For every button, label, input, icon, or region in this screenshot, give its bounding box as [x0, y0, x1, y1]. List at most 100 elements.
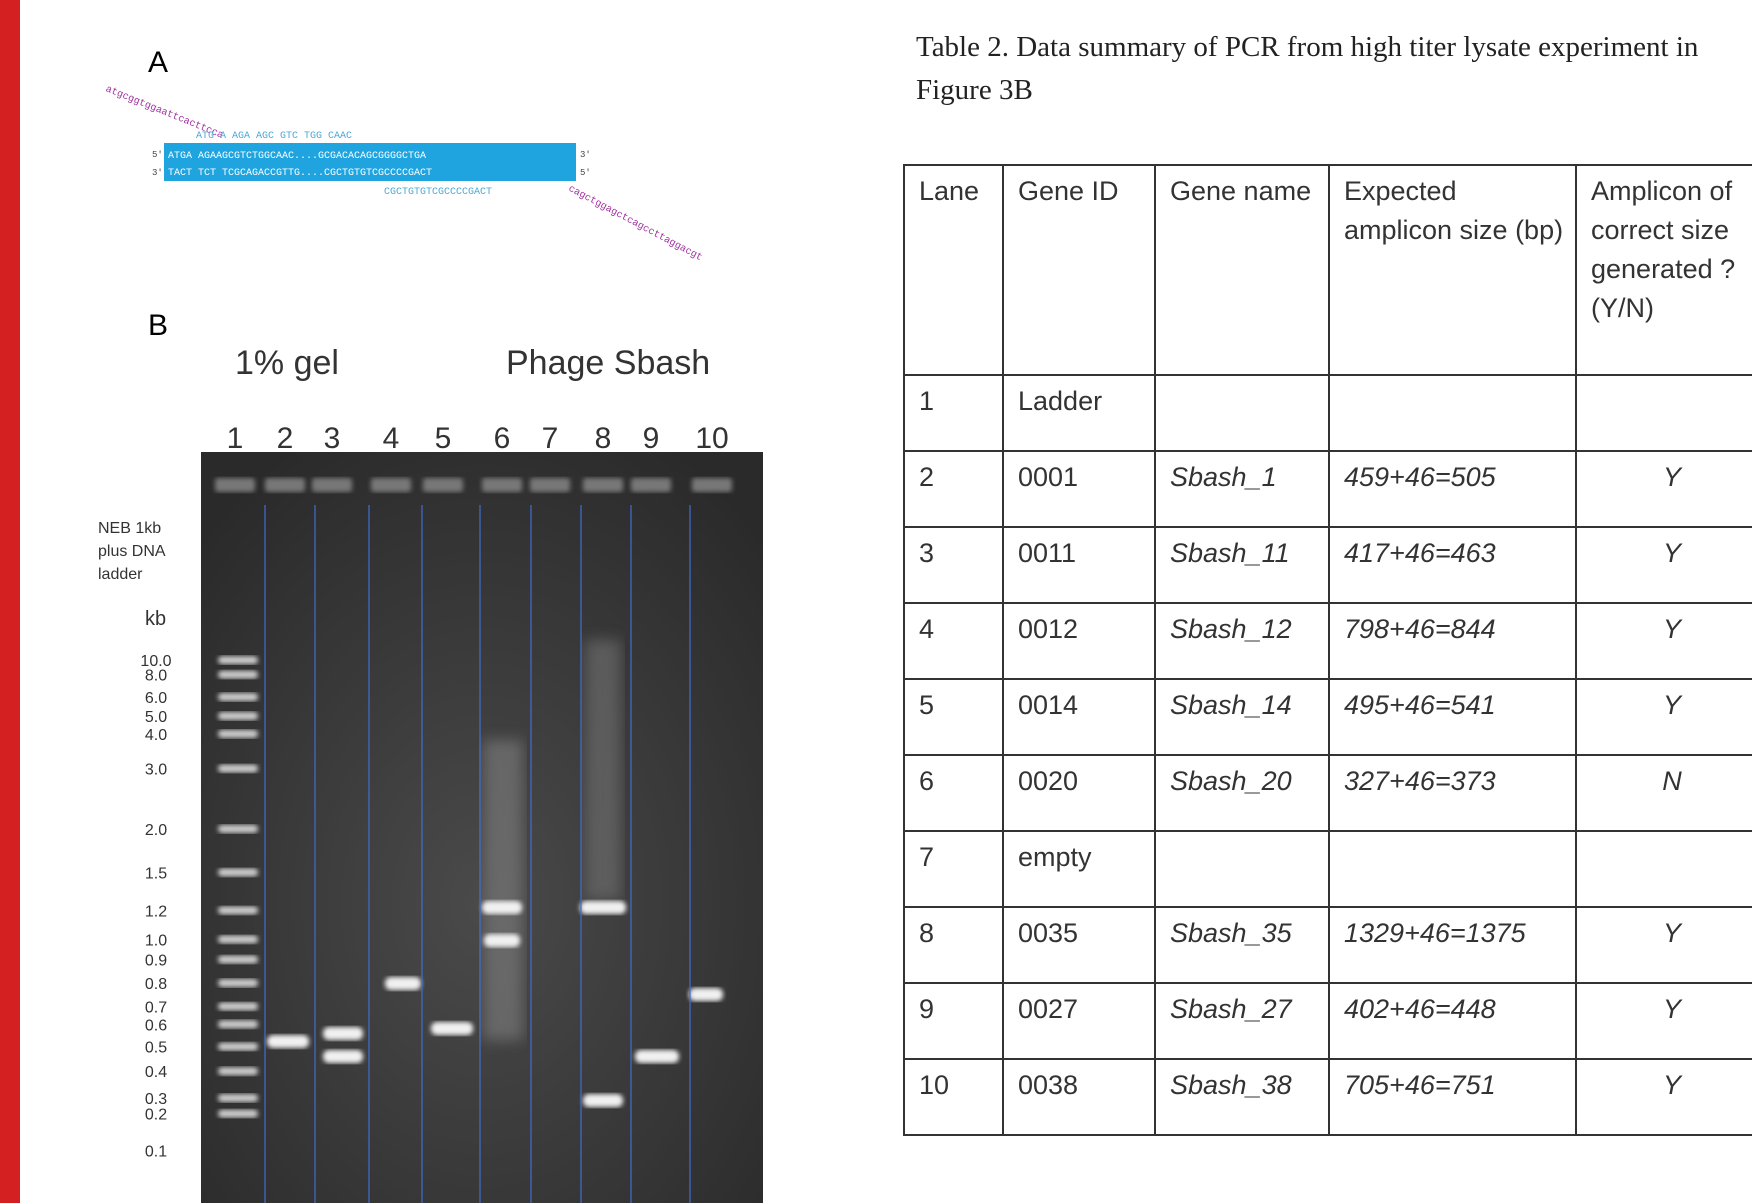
table-cell: N: [1576, 755, 1752, 831]
data-table: LaneGene IDGene nameExpected amplicon si…: [903, 164, 1752, 1136]
dna-band: [323, 1050, 363, 1063]
ladder-name: ladder: [98, 566, 143, 583]
ladder-size: 6.0: [145, 690, 167, 707]
table-cell: 1: [904, 375, 1003, 451]
table-row: 7empty: [904, 831, 1752, 907]
gel-background: [201, 452, 763, 1203]
table-cell: Sbash_35: [1155, 907, 1329, 983]
ladder-size: 1.0: [145, 932, 167, 949]
table-cell: 417+46=463: [1329, 527, 1576, 603]
gel-image: [201, 452, 763, 1203]
lane-number: 4: [383, 422, 400, 455]
dna-band: [689, 988, 723, 1001]
table-cell: Sbash_12: [1155, 603, 1329, 679]
smear: [585, 640, 621, 900]
ladder-band: [218, 1043, 258, 1051]
table-cell: 10: [904, 1059, 1003, 1135]
primer-reverse: CGCTGTGTCGCCCCGACT: [384, 187, 492, 198]
end-label: 3': [580, 150, 591, 160]
table-cell: Y: [1576, 451, 1752, 527]
ladder-band: [218, 1002, 258, 1010]
table-row: 90027Sbash_27402+46=448Y: [904, 983, 1752, 1059]
lane-number: 9: [643, 422, 660, 455]
table-cell: Sbash_14: [1155, 679, 1329, 755]
table-cell: [1576, 375, 1752, 451]
ladder-size: 0.9: [145, 953, 167, 970]
table-cell: 5: [904, 679, 1003, 755]
header-cell: Gene name: [1155, 165, 1329, 375]
well: [530, 478, 570, 492]
header-cell: Amplicon of correct size generated ? (Y/…: [1576, 165, 1752, 375]
table-cell: 0012: [1003, 603, 1155, 679]
ladder-band: [218, 868, 258, 876]
ladder-size: 0.7: [145, 999, 167, 1016]
ladder-size: 4.0: [145, 727, 167, 744]
table-row: 30011Sbash_11417+46=463Y: [904, 527, 1752, 603]
dna-band: [267, 1035, 309, 1048]
table-cell: 0014: [1003, 679, 1155, 755]
dna-band: [484, 934, 520, 947]
table-cell: Sbash_1: [1155, 451, 1329, 527]
lane-number: 5: [435, 422, 452, 455]
panel-label: A: [148, 46, 168, 79]
table-cell: 0027: [1003, 983, 1155, 1059]
ladder-band: [218, 825, 258, 833]
ladder-size: 0.5: [145, 1040, 167, 1057]
dna-band: [580, 901, 626, 914]
ladder-band: [218, 693, 258, 701]
ladder-band: [218, 656, 258, 664]
table-cell: Y: [1576, 527, 1752, 603]
ladder-size: 3.0: [145, 761, 167, 778]
lane-number: 1: [227, 422, 244, 455]
phage-title: Phage Sbash: [506, 344, 710, 382]
ladder-band: [218, 979, 258, 987]
ladder-band: [218, 764, 258, 772]
ladder-name: plus DNA: [98, 543, 166, 560]
panel-label: B: [148, 309, 168, 342]
table-cell: 3: [904, 527, 1003, 603]
table-cell: Sbash_38: [1155, 1059, 1329, 1135]
lane-number: 3: [324, 422, 341, 455]
ladder-band: [218, 671, 258, 679]
well: [215, 478, 255, 492]
smear: [483, 740, 523, 1040]
table-cell: [1576, 831, 1752, 907]
table-cell: Y: [1576, 679, 1752, 755]
ladder-size: 0.3: [145, 1091, 167, 1108]
end-label: 5': [152, 150, 163, 160]
dna-band: [431, 1022, 473, 1035]
ladder-band: [218, 906, 258, 914]
gel-title: 1% gel: [235, 344, 339, 382]
table-cell: 0001: [1003, 451, 1155, 527]
table-row: 60020Sbash_20327+46=373N: [904, 755, 1752, 831]
header-cell: Gene ID: [1003, 165, 1155, 375]
end-label: 3': [152, 168, 163, 178]
table-cell: 8: [904, 907, 1003, 983]
well: [371, 478, 411, 492]
table-cell: Sbash_20: [1155, 755, 1329, 831]
header-cell: Expected amplicon size (bp): [1329, 165, 1576, 375]
table-cell: 0038: [1003, 1059, 1155, 1135]
table-cell: 402+46=448: [1329, 983, 1576, 1059]
table-cell: 705+46=751: [1329, 1059, 1576, 1135]
ladder-band: [218, 1020, 258, 1028]
lane-number: 7: [542, 422, 559, 455]
table-cell: 798+46=844: [1329, 603, 1576, 679]
well: [631, 478, 671, 492]
table-cell: [1329, 831, 1576, 907]
bottom-strand: TACT TCT TCGCAGACCGTTG....CGCTGTGTCGCCCC…: [168, 168, 432, 179]
well: [583, 478, 623, 492]
ladder-size: 8.0: [145, 668, 167, 685]
ladder-size: 1.5: [145, 865, 167, 882]
ladder-size: 5.0: [145, 709, 167, 726]
primer-forward: ATG A AGA AGC GTC TGG CAAC: [196, 131, 352, 142]
ladder-band: [218, 712, 258, 720]
ladder-size: 0.4: [145, 1064, 167, 1081]
ladder-size: 0.1: [145, 1144, 167, 1161]
well: [482, 478, 522, 492]
ladder-band: [218, 1067, 258, 1075]
figure: A atgcggtggaattcacttcca ATG A AGA AGC GT…: [0, 0, 900, 1203]
